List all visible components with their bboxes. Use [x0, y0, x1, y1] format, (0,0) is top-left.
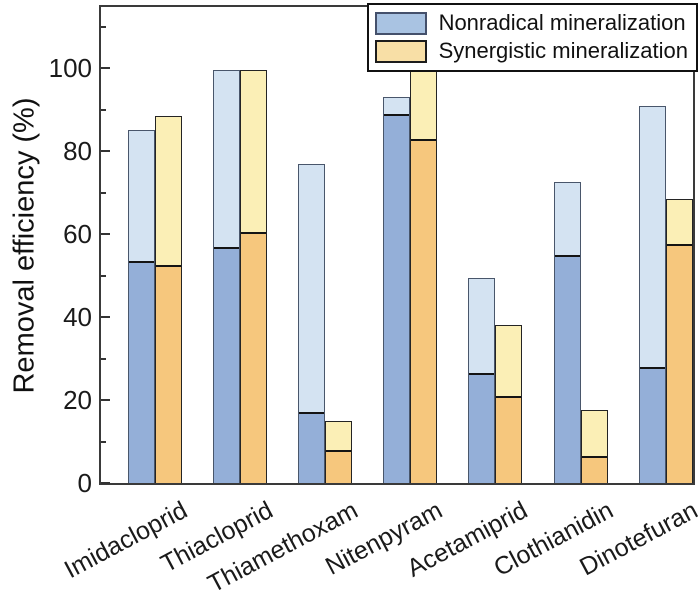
plot-area	[99, 5, 695, 485]
bar-synergistic-dinotefuran-mineralization-segment	[666, 244, 692, 483]
legend-swatch-synergistic	[374, 39, 427, 63]
y-tick-100	[101, 67, 110, 70]
y-tick-label-60: 60	[63, 219, 92, 250]
y-tick-label-80: 80	[63, 136, 92, 167]
bar-nonradical-thiamethoxam	[298, 163, 326, 483]
bar-nonradical-dinotefuran-mineralization-segment	[639, 366, 665, 483]
y-tick-30	[101, 357, 106, 360]
bar-synergistic-thiamethoxam-mineralization-segment	[326, 449, 352, 483]
legend-swatch-nonradical	[374, 11, 427, 35]
y-tick-20	[101, 399, 110, 402]
bar-nonradical-nitenpyram-mineralization-segment	[384, 113, 410, 483]
bar-synergistic-acetamiprid-mineralization-segment	[496, 395, 522, 483]
bar-nonradical-clothianidin	[553, 182, 581, 483]
bar-synergistic-imidacloprid-mineralization-segment	[156, 265, 181, 483]
y-tick-label-40: 40	[63, 302, 92, 333]
bar-synergistic-dinotefuran	[665, 198, 693, 483]
bar-synergistic-nitenpyram-mineralization-segment	[411, 138, 437, 483]
bar-nonradical-thiamethoxam-mineralization-segment	[299, 412, 325, 483]
bar-synergistic-clothianidin	[580, 410, 608, 483]
bar-synergistic-nitenpyram	[410, 68, 438, 483]
bar-synergistic-thiacloprid	[240, 70, 268, 483]
bar-synergistic-thiacloprid-mineralization-segment	[241, 232, 267, 483]
bar-nonradical-nitenpyram	[383, 97, 411, 483]
bar-synergistic-clothianidin-mineralization-segment	[581, 456, 607, 483]
y-tick-label-100: 100	[48, 53, 92, 84]
y-tick-label-20: 20	[63, 385, 92, 416]
y-tick-0	[101, 482, 110, 484]
y-tick-60	[101, 233, 110, 236]
bar-synergistic-thiamethoxam	[325, 420, 353, 483]
legend-row-synergistic: Synergistic mineralization	[374, 38, 688, 64]
legend-row-nonradical: Nonradical mineralization	[374, 10, 688, 36]
bar-nonradical-dinotefuran	[638, 105, 666, 483]
legend-label-synergistic: Synergistic mineralization	[438, 38, 688, 63]
y-tick-110	[101, 25, 106, 28]
bar-synergistic-acetamiprid	[495, 325, 523, 483]
y-tick-label-0: 0	[77, 468, 92, 498]
legend-label-nonradical: Nonradical mineralization	[438, 10, 686, 35]
bar-nonradical-thiacloprid	[213, 70, 241, 483]
bar-nonradical-thiacloprid-mineralization-segment	[214, 246, 240, 483]
bar-nonradical-imidacloprid-mineralization-segment	[129, 261, 154, 483]
bar-nonradical-clothianidin-mineralization-segment	[554, 254, 580, 483]
y-tick-50	[101, 274, 106, 277]
bar-nonradical-imidacloprid	[128, 130, 155, 483]
legend: Nonradical mineralization Synergistic mi…	[366, 3, 698, 72]
y-tick-70	[101, 191, 106, 194]
y-tick-90	[101, 108, 106, 111]
bar-synergistic-imidacloprid	[155, 115, 182, 483]
y-tick-10	[101, 440, 106, 443]
y-tick-40	[101, 316, 110, 319]
y-tick-80	[101, 150, 110, 153]
bar-nonradical-acetamiprid-mineralization-segment	[469, 373, 495, 483]
bar-nonradical-acetamiprid	[468, 277, 496, 483]
